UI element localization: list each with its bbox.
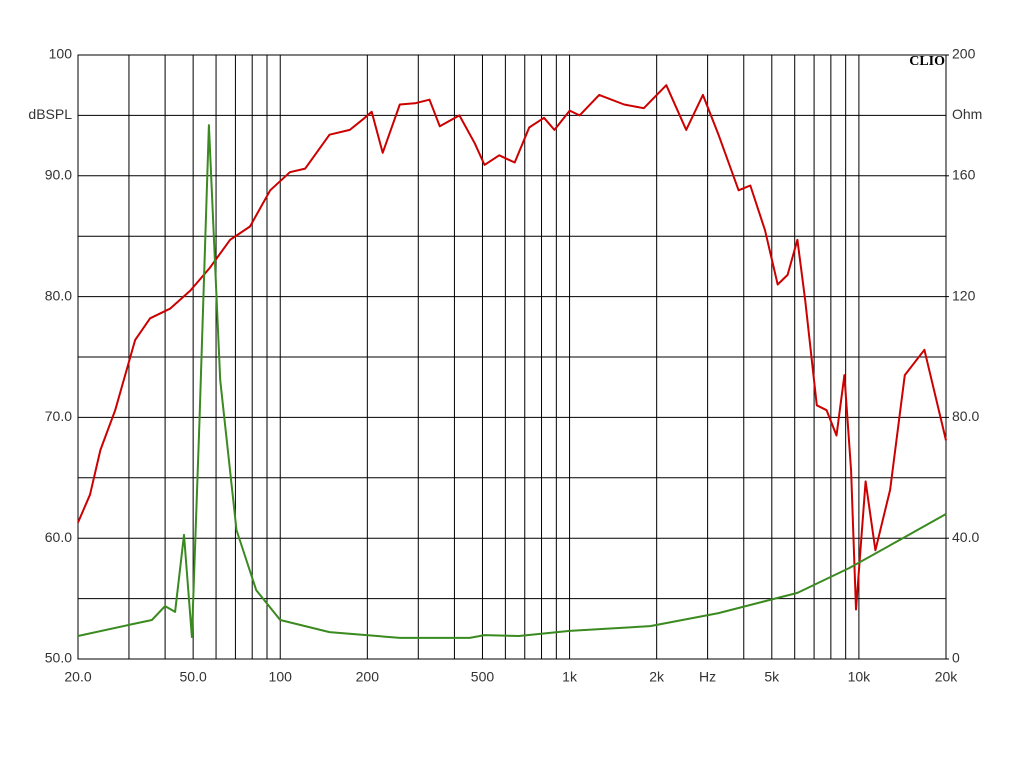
series-line <box>77 84 947 611</box>
y-tick-label: 100 <box>49 46 73 62</box>
x-tick-label: 10k <box>848 669 872 685</box>
x-axis-label: Hz <box>699 669 716 685</box>
x-tick-label: 5k <box>764 669 780 685</box>
y-tick-label: 80.0 <box>45 287 72 303</box>
brand: CLIO <box>909 54 945 69</box>
y2-tick-label: 80.0 <box>952 408 979 424</box>
y2-tick-label: 0 <box>952 650 960 666</box>
y2-tick-label: 120 <box>952 287 976 303</box>
series-line <box>77 124 947 639</box>
y2-tick-label: 160 <box>952 167 976 183</box>
y-tick-label: 90.0 <box>45 167 72 183</box>
y-tick-label: 50.0 <box>45 650 72 666</box>
x-tick-label: 2k <box>649 669 665 685</box>
x-tick-label: 20.0 <box>64 669 91 685</box>
x-tick-label: 1k <box>562 669 578 685</box>
y2-axis-label: Ohm <box>952 106 982 122</box>
x-tick-label: 500 <box>471 669 495 685</box>
x-tick-label: 20k <box>935 669 959 685</box>
y-tick-label: 60.0 <box>45 529 72 545</box>
y-tick-label: 70.0 <box>45 408 72 424</box>
x-tick-label: 50.0 <box>180 669 207 685</box>
y2-tick-label: 200 <box>952 46 976 62</box>
y2-tick-label: 40.0 <box>952 529 979 545</box>
y-axis-label: dBSPL <box>28 106 72 122</box>
x-tick-label: 200 <box>356 669 380 685</box>
x-tick-label: 100 <box>269 669 293 685</box>
